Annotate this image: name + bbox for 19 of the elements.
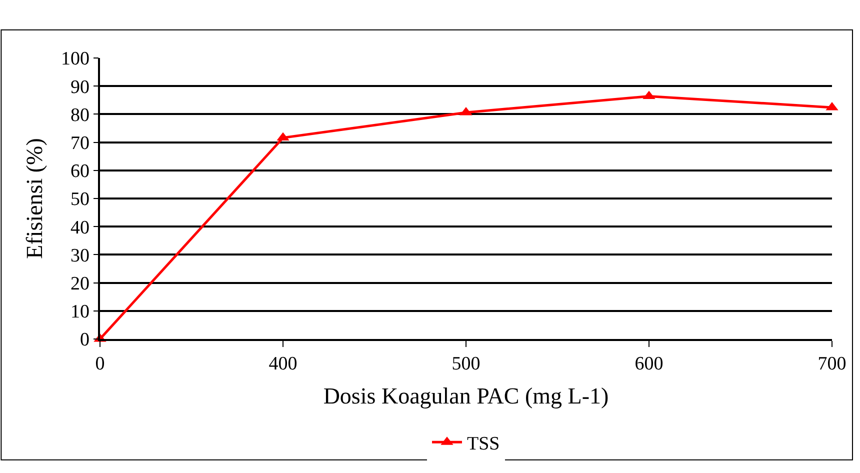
y-tick-label: 70 — [70, 132, 90, 154]
y-tick-label: 80 — [70, 104, 90, 126]
y-tick-label: 60 — [70, 161, 90, 182]
y-tick-label: 90 — [70, 76, 90, 98]
x-tick-label: 700 — [818, 354, 846, 375]
x-tick-label: 0 — [95, 354, 105, 375]
y-tick-label: 50 — [70, 189, 90, 210]
legend-label: TSS — [467, 434, 500, 455]
y-tick-label: 20 — [70, 273, 90, 294]
y-tick-label: 10 — [70, 302, 90, 323]
x-axis-title: Dosis Koagulan PAC (mg L-1) — [323, 384, 609, 409]
y-tick-label: 0 — [80, 330, 90, 351]
y-axis-title: Efisiensi (%) — [22, 138, 47, 259]
x-tick-label: 400 — [268, 354, 298, 375]
y-tick-label: 30 — [70, 245, 90, 266]
x-tick-label: 600 — [634, 354, 664, 375]
y-tick-label: 40 — [70, 217, 90, 238]
y-tick-label: 100 — [60, 48, 90, 70]
x-tick-label: 500 — [452, 354, 480, 375]
